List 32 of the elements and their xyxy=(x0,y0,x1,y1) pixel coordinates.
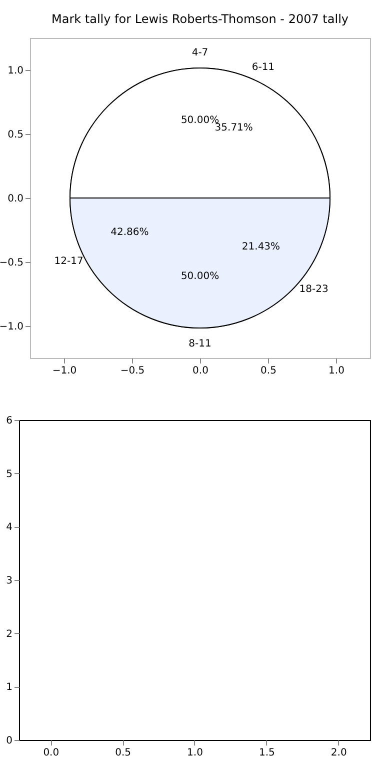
slice-label: 6-11 xyxy=(252,62,275,73)
y-tick-label: 5 xyxy=(6,468,12,480)
x-tick-label: 0.0 xyxy=(192,366,208,376)
slice-label: 12-17 xyxy=(54,256,84,268)
y-tick-label: 1 xyxy=(6,682,12,694)
x-tick-label: 1.5 xyxy=(258,748,275,758)
x-tick-label: −0.5 xyxy=(120,366,145,376)
y-tick-label: −0.5 xyxy=(0,258,24,268)
data-label: 42.86% xyxy=(110,226,149,238)
y-tick-label: 0.5 xyxy=(8,130,24,140)
y-tick-label: 1.0 xyxy=(8,66,24,76)
x-tick-label: −1.0 xyxy=(52,366,77,376)
y-tick-label: 3 xyxy=(6,576,12,586)
x-tick-label: 1.0 xyxy=(187,748,203,758)
x-tick-label: 0.5 xyxy=(115,748,132,758)
y-tick-label: 6 xyxy=(6,416,12,426)
chart-title: Mark tally for Lewis Roberts-Thomson - 2007 tally xyxy=(52,12,348,26)
data-label: 21.43% xyxy=(242,242,280,253)
x-tick-label: 2.0 xyxy=(330,748,347,758)
x-tick-label: 1.0 xyxy=(328,366,344,376)
x-tick-label: 0.5 xyxy=(260,366,276,376)
slice-label: 8-11 xyxy=(188,338,212,350)
y-tick-label: 4 xyxy=(6,522,12,534)
y-tick-label: 0 xyxy=(6,736,12,746)
y-tick-label: 2 xyxy=(6,628,12,640)
data-label: 35.71% xyxy=(214,122,253,134)
x-tick-label: 0.0 xyxy=(43,748,60,758)
slice-label: 4-7 xyxy=(192,47,208,58)
data-label: 50.00% xyxy=(180,271,220,282)
slice-label: 18-23 xyxy=(299,284,328,295)
y-tick-label: −1.0 xyxy=(0,322,24,332)
y-tick-label: 0.0 xyxy=(8,194,24,204)
